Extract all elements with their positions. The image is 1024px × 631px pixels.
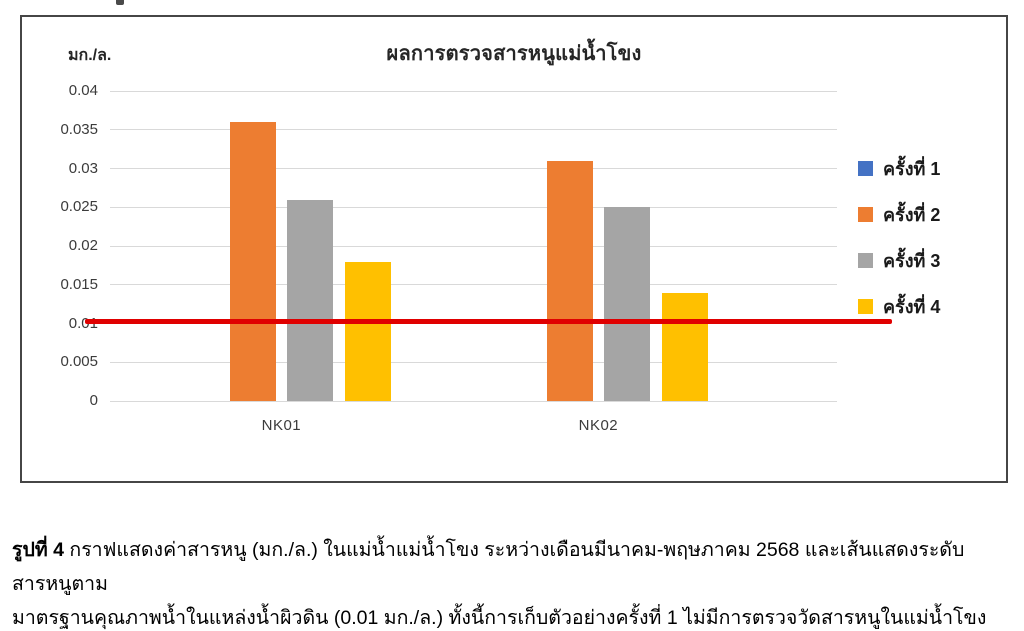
legend-swatch-icon (858, 206, 873, 222)
gridline (110, 168, 837, 169)
legend-swatch-icon (858, 160, 873, 176)
x-axis-label-NK02: NK02 (578, 417, 619, 434)
legend-label: ครั้งที่ 1 (883, 158, 941, 179)
y-axis-tick-label: 0.035 (60, 120, 98, 138)
gridline (110, 206, 837, 208)
y-axis-unit-label: มก./ล. (68, 47, 112, 64)
plot-area: 0.04 0.035 0.03 0.025 0.02 0.015 0.01 0.005 0 NK0… (60, 82, 892, 434)
y-axis-tick-label: 0 (89, 392, 98, 409)
y-axis-tick-label: 0.015 (60, 275, 98, 293)
y-axis-tick-label: 0.04 (68, 82, 98, 99)
bar-NK01-series-3 (287, 199, 334, 401)
standard-reference-line (85, 318, 892, 324)
bar-NK01-series-2 (229, 122, 276, 401)
cropped-text-artifact (116, 0, 124, 5)
chart-title: ผลการตรวจสารหนูแม่น้ำโขง (386, 43, 642, 65)
chart-frame: ผลการตรวจสารหนูแม่น้ำโขง มก./ล. 0.04 0.03… (20, 15, 1008, 483)
figure-caption-number: รูปที่ 4 (12, 539, 64, 561)
x-axis-label-NK01: NK01 (261, 417, 302, 434)
bar-NK02-series-2 (546, 160, 593, 401)
gridline (110, 284, 837, 286)
bar-NK02-series-3 (604, 207, 651, 401)
bar-NK02-series-4 (661, 292, 708, 401)
gridline (110, 90, 837, 92)
gridline (110, 400, 837, 402)
legend-swatch-icon (858, 252, 873, 268)
legend-label: ครั้งที่ 4 (883, 296, 941, 317)
y-axis-tick-label: 0.005 (60, 353, 98, 371)
y-axis-tick-label: 0.02 (68, 237, 98, 254)
gridline (110, 323, 837, 324)
legend-item-3: ครั้งที่ 3 (858, 237, 940, 283)
figure-caption-line2: มาตรฐานคุณภาพน้ำในแหล่งน้ำผิวดิน (0.01 ม… (12, 607, 987, 629)
legend-item-2: ครั้งที่ 2 (858, 191, 940, 237)
legend-swatch-icon (858, 298, 873, 314)
figure-caption: รูปที่ 4 กราฟแสดงค่าสารหนู (มก./ล.) ในแม… (12, 533, 1014, 631)
gridline (110, 245, 837, 247)
y-axis-tick-label: 0.03 (68, 159, 98, 177)
legend-label: ครั้งที่ 2 (883, 204, 941, 225)
figure-caption-line1: กราฟแสดงค่าสารหนู (มก./ล.) ในแม่น้ำแม่น้… (12, 539, 965, 595)
bar-NK01-series-4 (344, 261, 391, 401)
legend-item-4: ครั้งที่ 4 (858, 283, 940, 329)
gridline (110, 361, 837, 363)
y-axis-tick-label: 0.025 (60, 198, 98, 216)
gridline (110, 129, 837, 131)
legend-item-1: ครั้งที่ 1 (858, 145, 940, 191)
chart-legend: ครั้งที่ 1 ครั้งที่ 2 ครั้งที่ 3 ครั้งที่ 4 (858, 145, 940, 329)
legend-label: ครั้งที่ 3 (883, 250, 941, 271)
